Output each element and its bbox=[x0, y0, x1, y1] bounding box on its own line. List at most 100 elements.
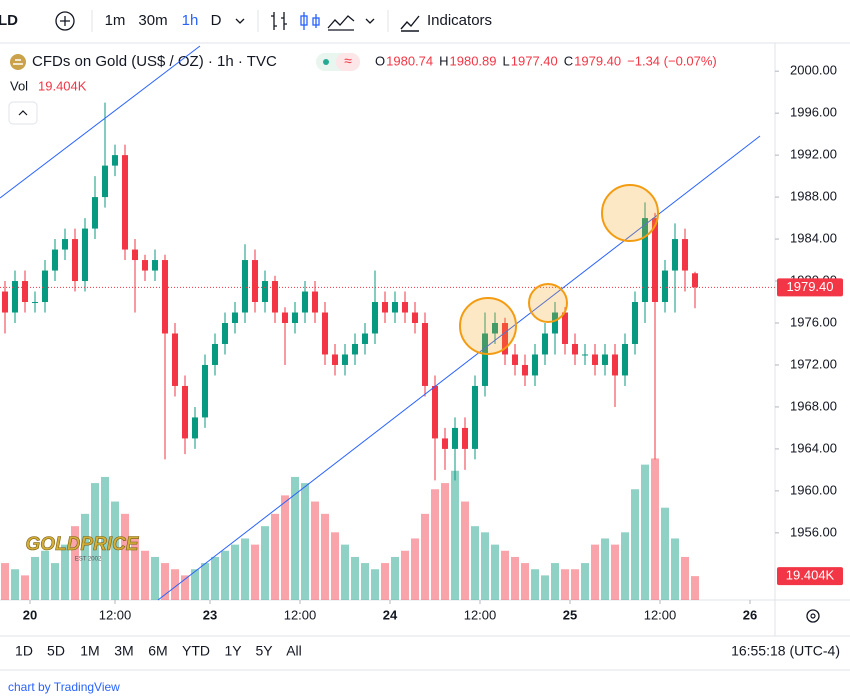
volume-bar bbox=[541, 575, 549, 600]
volume-bar bbox=[361, 563, 369, 600]
candle-body bbox=[432, 385, 438, 439]
volume-tag-label: 19.404K bbox=[786, 568, 835, 583]
candle-body bbox=[442, 438, 448, 449]
candle-body bbox=[612, 354, 618, 376]
ohlc-key: L bbox=[503, 53, 510, 68]
volume-bar bbox=[661, 507, 669, 600]
interval-button[interactable]: 30m bbox=[138, 12, 167, 29]
interval-button[interactable]: D bbox=[211, 12, 222, 29]
range-button[interactable]: All bbox=[286, 643, 302, 659]
volume-bar bbox=[461, 501, 469, 600]
candle-body bbox=[282, 312, 288, 323]
candle-body bbox=[392, 302, 398, 313]
volume-bar bbox=[301, 483, 309, 600]
range-button[interactable]: 1D bbox=[15, 643, 33, 659]
candle-body bbox=[582, 354, 588, 356]
symbol[interactable]: LD bbox=[0, 12, 18, 29]
volume-bar bbox=[271, 513, 279, 600]
x-tick-label: 24 bbox=[383, 607, 398, 622]
volume-bar bbox=[601, 538, 609, 600]
range-button[interactable]: YTD bbox=[182, 643, 210, 659]
range-button[interactable]: 3M bbox=[114, 643, 133, 659]
x-tick-label: 20 bbox=[23, 607, 37, 622]
volume-bar bbox=[631, 489, 639, 600]
volume-bar bbox=[21, 575, 29, 600]
volume-bar bbox=[561, 569, 569, 600]
candles-icon[interactable] bbox=[300, 15, 308, 26]
area-icon[interactable] bbox=[327, 15, 355, 31]
indicators-icon[interactable] bbox=[400, 15, 420, 32]
volume-bar bbox=[681, 556, 689, 600]
candle-body bbox=[322, 312, 328, 355]
candle-body bbox=[532, 354, 538, 376]
y-tick-label: 1976.00 bbox=[790, 314, 837, 329]
interval-button[interactable]: 1h bbox=[182, 12, 199, 29]
y-tick-label: 2000.00 bbox=[790, 63, 837, 78]
volume-bar bbox=[201, 563, 209, 600]
volume-bar bbox=[321, 513, 329, 600]
ohlc-value: 1979.40 bbox=[574, 53, 621, 68]
range-button[interactable]: 5Y bbox=[255, 643, 273, 659]
volume-bar bbox=[41, 550, 49, 600]
y-tick-label: 1988.00 bbox=[790, 189, 837, 204]
volume-bar bbox=[551, 563, 559, 600]
candle-body bbox=[692, 273, 698, 288]
range-button[interactable]: 1M bbox=[80, 643, 99, 659]
candle-body bbox=[562, 312, 568, 344]
logo: GOLDPRICE bbox=[26, 534, 140, 555]
volume-bar bbox=[381, 563, 389, 600]
candle-body bbox=[272, 281, 278, 313]
volume-bar bbox=[341, 544, 349, 600]
add-symbol[interactable] bbox=[55, 11, 75, 31]
candle-body bbox=[182, 385, 188, 439]
candle-body bbox=[252, 260, 258, 303]
interval-button[interactable]: 1m bbox=[105, 12, 126, 29]
last-price-label: 1979.40 bbox=[787, 279, 834, 294]
volume-tag bbox=[777, 567, 843, 586]
candle-body bbox=[222, 323, 228, 344]
volume-bar bbox=[71, 526, 79, 600]
candle-body bbox=[2, 291, 8, 313]
settings-icon[interactable] bbox=[806, 609, 820, 623]
candle-body bbox=[52, 249, 58, 271]
candle-body bbox=[642, 218, 648, 303]
range-button[interactable]: 1Y bbox=[224, 643, 242, 659]
bars-icon[interactable] bbox=[271, 12, 287, 30]
x-tick-label: 12:00 bbox=[464, 607, 497, 622]
collapse-button[interactable] bbox=[8, 101, 38, 125]
volume-bar bbox=[331, 532, 339, 600]
candle-body bbox=[32, 302, 38, 304]
candle-body bbox=[492, 323, 498, 334]
volume-bar bbox=[221, 550, 229, 600]
candle-body bbox=[602, 354, 608, 365]
candle-body bbox=[622, 343, 628, 376]
range-button[interactable]: 5D bbox=[47, 643, 65, 659]
candle-body bbox=[122, 155, 128, 250]
ohlc-key: H bbox=[439, 53, 448, 68]
candle-body bbox=[42, 270, 48, 303]
x-tick-label: 23 bbox=[203, 607, 217, 622]
candle-body bbox=[592, 354, 598, 365]
candle-body bbox=[522, 364, 528, 376]
volume-name: Vol bbox=[10, 78, 28, 93]
volume-bar bbox=[651, 458, 659, 600]
highlight-circle bbox=[528, 283, 568, 323]
indicators-button[interactable]: Indicators bbox=[427, 12, 492, 29]
y-tick-label: 1956.00 bbox=[790, 524, 837, 539]
chart-title: CFDs on Gold (US$ / OZ) · 1h · TVC bbox=[32, 53, 277, 70]
volume-bar bbox=[171, 569, 179, 600]
candle-body bbox=[192, 417, 198, 439]
footer[interactable]: chart by TradingView bbox=[8, 680, 120, 694]
trend-line bbox=[0, 45, 201, 199]
y-tick-label: 1996.00 bbox=[790, 105, 837, 120]
volume-bar bbox=[421, 513, 429, 600]
candle-body bbox=[412, 312, 418, 323]
candle-body bbox=[112, 155, 118, 166]
volume-bar bbox=[521, 563, 529, 600]
candle-body bbox=[652, 218, 658, 303]
candle-body bbox=[202, 364, 208, 418]
candle-body bbox=[22, 281, 28, 303]
candle-body bbox=[402, 302, 408, 313]
range-button[interactable]: 6M bbox=[148, 643, 167, 659]
